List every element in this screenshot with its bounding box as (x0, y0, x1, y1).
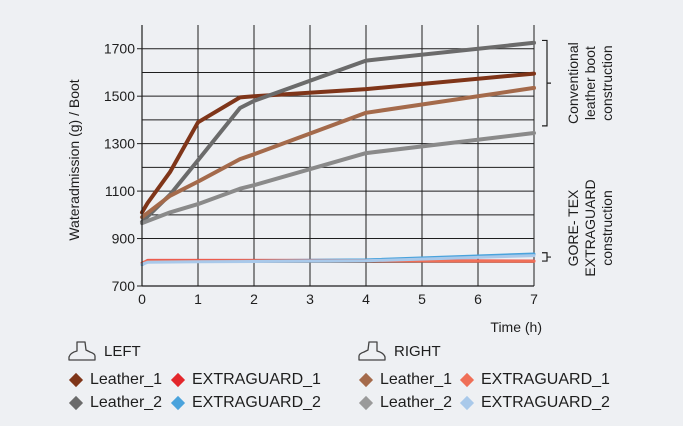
y-tick-label: 1100 (105, 183, 135, 199)
group-label-conventional: Conventionalleather bootconstruction (565, 42, 615, 124)
legend-diamond-icon (170, 395, 186, 411)
legend-item: EXTRAGUARD_1 (459, 371, 610, 389)
group-label-extraguard: GORE- TEXEXTRAGUARDconstruction (565, 179, 615, 276)
legend-item: Leather_1 (68, 371, 162, 389)
series-line-right-leather_2 (140, 131, 536, 226)
legend-diamond-icon (68, 395, 84, 411)
legend-item: EXTRAGUARD_2 (459, 394, 610, 412)
legend-item-label: EXTRAGUARD_1 (192, 371, 321, 388)
legend-left-title: LEFT (66, 340, 141, 362)
legend-right-title: RIGHT (356, 340, 441, 362)
series-line-left-leather_2 (140, 40, 536, 224)
legend-item: Leather_2 (358, 394, 452, 412)
series-lines (140, 40, 536, 267)
legend-item: EXTRAGUARD_2 (170, 394, 321, 412)
legend-item-label: Leather_1 (380, 371, 453, 388)
x-axis-label: Time (h) (490, 319, 542, 335)
legend-right-label: RIGHT (394, 342, 441, 360)
x-tick-label: 1 (194, 291, 202, 307)
y-tick-label: 1300 (104, 136, 135, 152)
legend-diamond-icon (459, 372, 475, 388)
x-tick-label: 6 (474, 291, 482, 307)
legend-item: EXTRAGUARD_1 (170, 371, 321, 389)
y-tick-label: 1700 (104, 41, 135, 57)
tick-labels: 700 900 1100 1300 1500 1700 0 1 2 3 4 5 6 7 (104, 41, 538, 307)
legend-diamond-icon (459, 395, 475, 411)
legend-diamond-icon (170, 372, 186, 388)
legend-diamond-icon (358, 395, 374, 411)
y-tick-label: 700 (112, 278, 136, 294)
boot-outline-icon (68, 341, 96, 361)
series-line-right-leather_1 (140, 85, 536, 220)
axes (137, 25, 534, 287)
legend-item-label: EXTRAGUARD_1 (481, 371, 610, 388)
legend-item: Leather_2 (68, 394, 162, 412)
legend-item-label: EXTRAGUARD_2 (481, 394, 610, 411)
x-tick-label: 5 (418, 291, 426, 307)
grid-lines (142, 25, 535, 286)
group-brackets: Conventionalleather bootconstruction GORE… (542, 39, 615, 277)
legend-item: Leather_1 (358, 371, 452, 389)
x-tick-label: 7 (530, 291, 538, 307)
legend-item-label: EXTRAGUARD_2 (192, 394, 321, 411)
legend-diamond-icon (68, 372, 84, 388)
legend-item-label: Leather_2 (380, 394, 453, 411)
legend-diamond-icon (358, 372, 374, 388)
legend-item-label: Leather_1 (90, 371, 163, 388)
legend-left-label: LEFT (104, 342, 141, 360)
boot-outline-icon (358, 341, 386, 361)
legend-item-label: Leather_2 (90, 394, 163, 411)
y-axis-label: Wateradmission (g) / Boot (66, 79, 82, 240)
x-tick-label: 3 (306, 291, 314, 307)
series-line-left-leather_1 (140, 71, 536, 215)
x-tick-label: 4 (362, 291, 370, 307)
bracket-conventional (542, 39, 551, 127)
x-tick-label: 0 (138, 291, 146, 307)
y-tick-label: 1500 (104, 88, 135, 104)
bracket-extraguard (542, 252, 551, 262)
y-tick-label: 900 (112, 231, 136, 247)
x-tick-label: 2 (250, 291, 258, 307)
series-line-right-extraguard_2 (140, 254, 536, 266)
